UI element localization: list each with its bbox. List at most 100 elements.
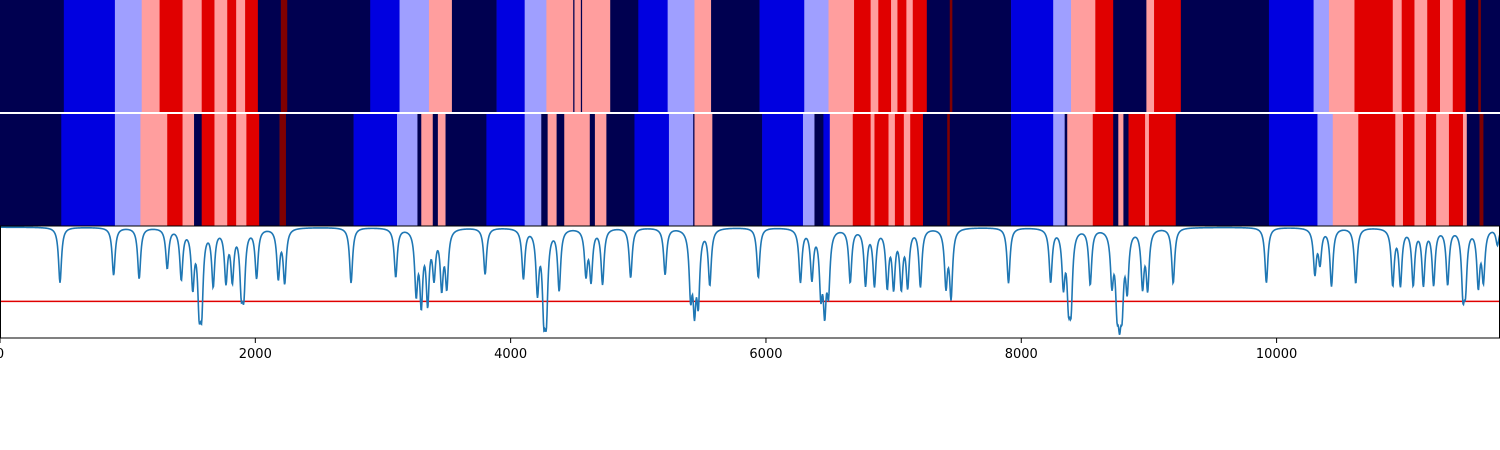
heatmap-cell [194,114,203,226]
heatmap-cell [1113,114,1119,226]
heatmap-cell [852,114,871,226]
heatmap-cell [638,0,668,112]
heatmap-cell [397,114,418,226]
heatmap-cell [257,0,282,112]
heatmap-cell [667,0,695,112]
heatmap-cell [711,0,760,112]
heatmap-cell [1354,0,1394,112]
heatmap-cell [370,0,400,112]
heatmap-cell [1146,0,1155,112]
heatmap-cell [1118,114,1124,226]
heatmap-cell [870,0,879,112]
heatmap-cell [1392,0,1403,112]
heatmap-cell [437,114,446,226]
heatmap-cell [610,0,639,112]
heatmap-cell [541,114,548,226]
heatmap-cell [182,114,195,226]
heatmap-cell [854,0,871,112]
heatmap-cell [759,0,805,112]
heatmap-cell [823,114,831,226]
x-tick-label: 2000 [239,347,272,362]
heatmap-cell [897,0,907,112]
heatmap-cell [574,0,582,112]
heatmap-cell [279,114,287,226]
heatmap-cell [486,114,525,226]
heatmap-cell [227,114,237,226]
heatmap-cell [1440,0,1454,112]
heatmap-cell [952,0,1012,112]
heatmap-cell [63,0,116,112]
heatmap-cell [259,114,280,226]
heatmap-cell [1067,114,1094,226]
heatmap-cell [214,0,228,112]
heatmap-cell [428,0,453,112]
heatmap-cell [1466,114,1480,226]
heatmap-cell [1328,0,1355,112]
heatmap-cell [201,114,215,226]
heatmap-cell [1268,114,1318,226]
heatmap-cell [421,114,434,226]
heatmap-cell [141,0,160,112]
heatmap-cell [1071,0,1096,112]
heatmap-cell [903,114,911,226]
heatmap-cell [804,0,829,112]
heatmap-cell [546,0,574,112]
heatmap-cell [236,114,247,226]
heatmap-cell [0,114,62,226]
heatmap-cell [874,114,889,226]
heatmap-cell [167,114,183,226]
heatmap-cell [1414,114,1427,226]
heatmap-cell [829,114,854,226]
heatmap-cell [524,0,547,112]
heatmap-cell [1401,0,1415,112]
heatmap-cell [910,114,924,226]
heatmap-cell [1462,114,1468,226]
heatmap-cell [1095,0,1114,112]
heatmap-cell [564,114,591,226]
heatmap-cell [888,114,896,226]
heatmap-cell [906,0,914,112]
heatmap-cell [949,0,953,112]
heatmap-cell [236,0,246,112]
heatmap-cell [712,114,763,226]
heatmap-cell [1425,114,1437,226]
heatmap-cell [1479,114,1484,226]
heatmap-cell [573,0,575,112]
heatmap-cell [159,0,183,112]
heatmap-cell [1395,114,1404,226]
heatmap-cell [1064,114,1068,226]
heatmap-cell [1175,114,1270,226]
heatmap-cell [353,114,398,226]
heatmap-cell [1427,0,1441,112]
heatmap-cell [694,114,713,226]
heatmap-cell [114,114,141,226]
heatmap-cell [451,0,497,112]
heatmap-cell [1317,114,1334,226]
signal-line [0,226,1500,335]
heatmap-cell [1313,0,1330,112]
heatmap-cell [1436,114,1450,226]
heatmap-cell [926,0,951,112]
heatmap-cell [912,0,928,112]
heatmap-cell [1145,114,1150,226]
heatmap-cell [589,114,596,226]
heatmap-cell [227,0,237,112]
heatmap-cell [814,114,824,226]
heatmap-cell [245,0,259,112]
heatmap-cell [1414,0,1428,112]
heatmap-cell [1358,114,1396,226]
x-tick-label: 10000 [1256,347,1297,362]
signal-panel-background [0,226,1500,338]
heatmap-cell [922,114,948,226]
heatmap-cell [1465,0,1479,112]
heatmap-cell [947,114,951,226]
heatmap-cell [1180,0,1270,112]
heatmap-cell [1483,114,1500,226]
signal-panel [0,226,1500,338]
heatmap-cell [524,114,542,226]
heatmap-cell [1478,0,1482,112]
heatmap-cell [828,0,855,112]
heatmap-cell [432,114,439,226]
heatmap-cell [445,114,487,226]
